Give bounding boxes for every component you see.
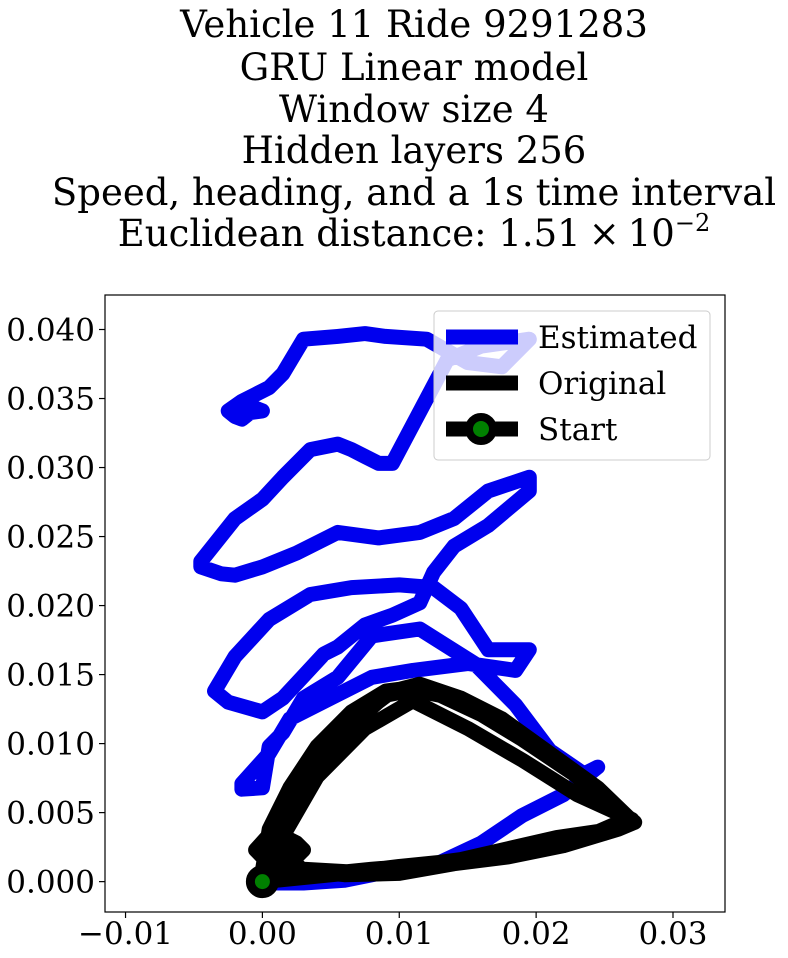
y-tick-label: 0.015 bbox=[6, 658, 95, 694]
plot-area-frame bbox=[104, 294, 726, 913]
title-line: Window size 4 bbox=[279, 88, 549, 131]
y-tick-label: 0.025 bbox=[6, 520, 95, 556]
title-line: Vehicle 11 Ride 9291283 bbox=[179, 3, 648, 46]
x-tick-label: −0.01 bbox=[78, 916, 173, 952]
title-metric-times: × bbox=[589, 212, 620, 255]
title-metric-prefix: Euclidean distance: 1.51 bbox=[118, 212, 581, 255]
legend-label-start: Start bbox=[538, 412, 618, 448]
x-tick-label: 0.03 bbox=[638, 916, 707, 952]
x-tick-label: 0.02 bbox=[502, 916, 571, 952]
title-metric-base: 10 bbox=[628, 212, 675, 255]
chart-title: Vehicle 11 Ride 9291283 GRU Linear model… bbox=[52, 3, 776, 255]
y-tick-label: 0.020 bbox=[6, 589, 95, 625]
y-tick-label: 0.005 bbox=[6, 796, 95, 832]
x-tick-label: 0.00 bbox=[228, 916, 297, 952]
legend-label-original: Original bbox=[538, 366, 666, 402]
title-metric-line: Euclidean distance: 1.51 × 10−2 bbox=[118, 209, 710, 255]
title-metric-exponent: −2 bbox=[675, 209, 710, 237]
series-line-estimated bbox=[193, 326, 606, 891]
x-tick-label: 0.01 bbox=[365, 916, 434, 952]
y-tick-label: 0.040 bbox=[6, 313, 95, 349]
legend-label-estimated: Estimated bbox=[538, 320, 697, 356]
series-layer bbox=[193, 326, 643, 899]
title-line: Speed, heading, and a 1s time interval bbox=[52, 171, 776, 214]
start-point-marker bbox=[245, 865, 279, 899]
y-tick-label: 0.030 bbox=[6, 451, 95, 487]
x-axis: −0.01 0.00 0.01 0.02 0.03 bbox=[78, 912, 708, 952]
legend: Estimated Original Start bbox=[433, 310, 711, 461]
title-line: GRU Linear model bbox=[240, 46, 589, 89]
series-line-original bbox=[248, 676, 643, 890]
title-line: Hidden layers 256 bbox=[242, 129, 587, 172]
y-axis: 0.000 0.005 0.010 0.015 0.020 0.025 0.030 0.035… bbox=[6, 313, 105, 901]
y-tick-label: 0.000 bbox=[6, 865, 95, 901]
legend-start-marker bbox=[465, 413, 497, 445]
y-tick-label: 0.010 bbox=[6, 727, 95, 763]
y-tick-label: 0.035 bbox=[6, 382, 95, 418]
